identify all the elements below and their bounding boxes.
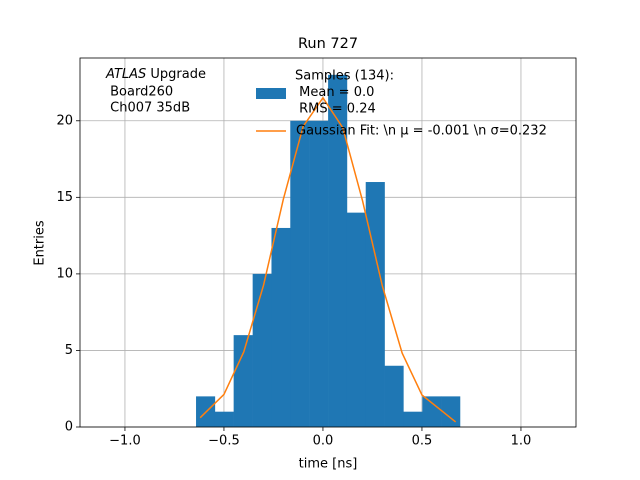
x-tick-label: 1.0 — [511, 434, 532, 449]
bar — [422, 396, 442, 427]
y-tick-label: 0 — [65, 420, 73, 435]
bar — [252, 273, 272, 427]
bar — [365, 182, 385, 427]
bar — [233, 335, 253, 427]
x-tick-label: 0.5 — [412, 434, 433, 449]
annotation: ATLAS Upgrade — [105, 67, 206, 82]
bar — [271, 227, 291, 427]
y-axis-label: Entries — [33, 220, 48, 266]
y-tick-label: 10 — [56, 266, 73, 281]
bar — [328, 74, 348, 428]
annotation-italic: ATLAS — [105, 67, 146, 82]
y-tick-label: 20 — [56, 113, 73, 128]
x-axis-label: time [ns] — [299, 457, 358, 472]
annotation: Ch007 35dB — [106, 101, 190, 116]
bar — [346, 212, 367, 427]
y-tick-label: 5 — [65, 343, 73, 358]
chart-title: Run 727 — [298, 36, 358, 52]
bar — [214, 411, 234, 427]
legend-label: Samples (134): — [295, 69, 394, 84]
x-tick-label: 0.0 — [313, 434, 334, 449]
x-tick-label: −0.5 — [208, 434, 240, 449]
bar — [290, 120, 310, 427]
bar — [403, 411, 423, 427]
legend-label: Mean = 0.0 — [295, 85, 374, 100]
x-tick-label: −1.0 — [109, 434, 141, 449]
legend-patch — [256, 88, 286, 99]
axes-frame — [79, 57, 577, 428]
y-tick-label: 15 — [56, 190, 73, 205]
fit-line — [199, 96, 457, 423]
annotation: Board260 — [106, 85, 173, 100]
bar — [441, 396, 461, 427]
bar — [309, 120, 329, 427]
legend-label: Gaussian Fit: \n μ = -0.001 \n σ=0.232 — [296, 124, 547, 139]
annotation-text: Upgrade — [146, 67, 206, 82]
bar — [384, 365, 404, 427]
legend-label: RMS = 0.24 — [295, 102, 376, 117]
